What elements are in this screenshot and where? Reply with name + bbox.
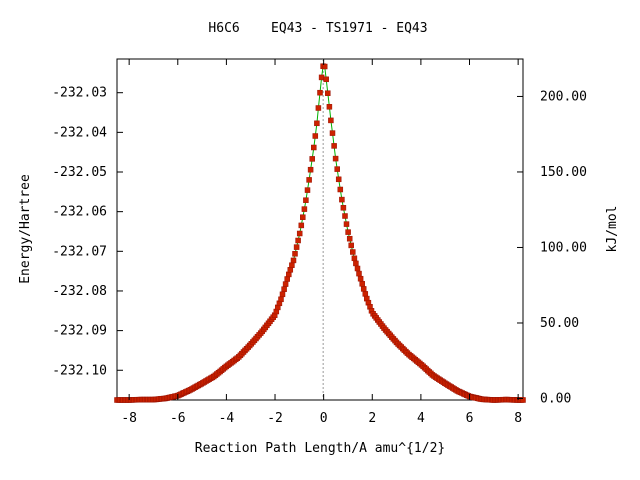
x-tick-label: -2 — [267, 411, 283, 426]
data-point — [329, 130, 336, 136]
y-tick-label: -232.06 — [52, 205, 107, 220]
data-point — [306, 177, 312, 183]
x-tick-label: -8 — [121, 411, 137, 426]
y2-axis-label: kJ/mol — [605, 206, 620, 253]
data-point — [304, 187, 311, 193]
data-point — [321, 63, 328, 70]
data-point — [337, 186, 344, 193]
data-point — [350, 249, 356, 255]
x-tick-label: 0 — [320, 411, 328, 426]
data-point — [317, 89, 323, 96]
y-tick-label: -232.03 — [52, 86, 107, 101]
data-point — [334, 166, 340, 172]
data-point — [360, 286, 367, 292]
series-line — [117, 65, 523, 401]
x-tick-label: 8 — [514, 411, 522, 426]
data-point — [318, 74, 325, 81]
data-point — [312, 133, 319, 139]
data-point — [289, 262, 295, 268]
data-point — [287, 267, 294, 273]
data-point — [293, 244, 300, 250]
data-point — [356, 270, 362, 277]
data-point — [281, 286, 287, 292]
data-point — [345, 229, 351, 235]
data-point — [332, 155, 339, 162]
x-tick-label: 2 — [368, 411, 376, 426]
y2-tick-label: 100.00 — [540, 240, 587, 255]
data-point — [290, 257, 297, 264]
x-tick-label: -6 — [170, 411, 186, 426]
data-point — [342, 213, 348, 219]
data-point — [292, 251, 298, 257]
data-point — [520, 397, 526, 403]
data-point — [357, 275, 364, 282]
plot-area — [116, 58, 524, 401]
data-point — [351, 255, 358, 262]
chart-title: H6C6 EQ43 - TS1971 - EQ43 — [208, 21, 427, 36]
data-point — [286, 271, 292, 278]
data-point — [300, 214, 306, 220]
y-tick-label: -232.05 — [52, 165, 107, 180]
x-tick-label: 4 — [417, 411, 425, 426]
data-point — [335, 176, 342, 183]
data-point — [303, 197, 309, 203]
data-point — [326, 104, 333, 110]
data-point — [354, 265, 361, 272]
data-point — [323, 76, 329, 83]
data-point — [278, 296, 284, 303]
x-tick-label: 6 — [466, 411, 474, 426]
x-tick-label: -4 — [219, 411, 235, 426]
data-point — [314, 120, 320, 127]
series-group — [114, 63, 526, 403]
data-point — [282, 281, 289, 287]
data-point — [301, 206, 308, 212]
y2-tick-label: 150.00 — [540, 165, 587, 180]
y-tick-label: -232.07 — [52, 244, 107, 259]
data-point — [325, 90, 331, 96]
data-point — [315, 105, 322, 111]
axes-group: -8 -6 -4 -2 0 2 4 6 8 -232.03 -232.04 -232.05 -232.0… — [52, 59, 587, 426]
data-point — [353, 260, 359, 267]
x-axis-label: Reaction Path Length/A amu^{1/2} — [195, 441, 445, 456]
data-point — [296, 230, 303, 237]
data-point — [307, 166, 314, 173]
data-point — [284, 276, 290, 282]
data-point — [279, 291, 286, 298]
data-point — [311, 144, 317, 151]
y-tick-label: -232.10 — [52, 363, 107, 378]
data-point — [331, 143, 337, 149]
y-tick-label: -232.08 — [52, 284, 107, 299]
data-point — [343, 221, 350, 227]
y2-tick-label: 200.00 — [540, 89, 587, 104]
data-point — [348, 242, 354, 249]
data-point — [346, 235, 353, 242]
data-point — [359, 281, 365, 287]
data-point — [339, 196, 345, 203]
plot-frame — [116, 58, 524, 401]
data-point — [340, 205, 347, 211]
data-point — [298, 222, 305, 229]
y-tick-label: -232.09 — [52, 324, 107, 339]
data-point — [362, 291, 369, 297]
y2-tick-label: 0.00 — [540, 391, 571, 406]
y-tick-label: -232.04 — [52, 125, 107, 140]
y-axis-label: Energy/Hartree — [18, 174, 33, 284]
data-point — [328, 117, 334, 124]
data-point — [295, 237, 301, 244]
data-point — [309, 156, 315, 162]
y2-tick-label: 50.00 — [540, 316, 579, 331]
